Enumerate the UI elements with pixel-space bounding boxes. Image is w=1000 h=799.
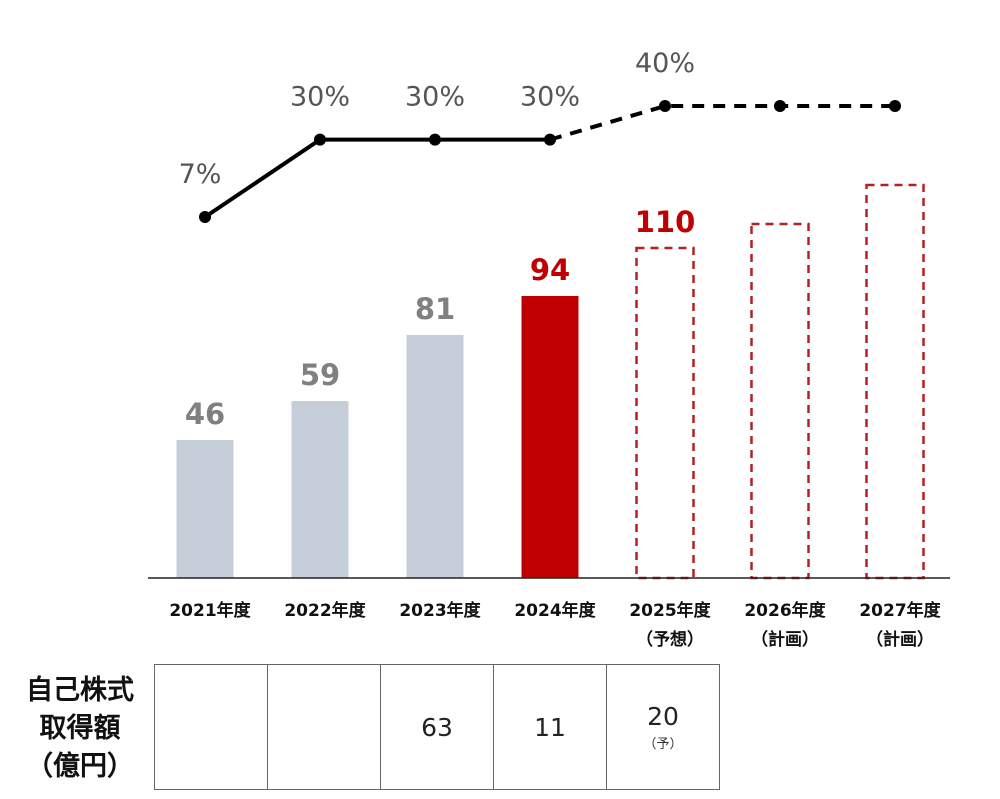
- bar-6: [865, 183, 925, 580]
- bar-2: [406, 335, 464, 578]
- payout-label-4: 40%: [635, 48, 695, 79]
- buyback-cell-note: （予）: [643, 737, 683, 752]
- category-sublabel-4: （予想）: [636, 629, 704, 650]
- buyback-title-line: 自己株式: [26, 675, 134, 706]
- category-label-4: 2025年度: [629, 600, 711, 621]
- category-label-3: 2024年度: [514, 600, 596, 621]
- table-row: 63 11 20 （予）: [154, 664, 720, 790]
- buyback-cell: [267, 664, 381, 790]
- category-labels: 2021年度 2022年度 2023年度 2024年度 2025年度 （予想） 2026年度…: [169, 600, 941, 650]
- payout-point-5: [774, 100, 786, 112]
- payout-line-actual: [203, 137, 550, 219]
- category-sublabel-6: （計画）: [866, 629, 934, 650]
- category-label-5: 2026年度: [744, 600, 826, 621]
- bar-1: [291, 401, 349, 578]
- bar-5: [750, 222, 810, 580]
- buyback-cell: [154, 664, 268, 790]
- payout-point-2: [429, 133, 441, 146]
- buyback-cell-value: 63: [421, 712, 453, 742]
- payout-point-1: [314, 133, 326, 146]
- bar-0: [176, 440, 234, 578]
- buyback-cell: 63: [380, 664, 494, 790]
- bars-layer: [176, 183, 925, 580]
- payout-point-6: [889, 100, 901, 112]
- payout-point-3: [544, 133, 556, 146]
- bar-3: [521, 296, 579, 578]
- payout-label-0: 7%: [179, 159, 222, 190]
- category-sublabel-5: （計画）: [751, 629, 819, 650]
- buyback-title-line: 取得額: [39, 713, 121, 744]
- payout-line-layer: [199, 100, 901, 223]
- labels-layer: 46 59 81 94 110 7% 30% 30% 30% 40%: [179, 48, 696, 431]
- category-label-2: 2023年度: [399, 600, 481, 621]
- bar-value-label-3: 94: [530, 253, 570, 287]
- category-label-1: 2022年度: [284, 600, 366, 621]
- bar-value-label-2: 81: [415, 292, 455, 326]
- buyback-title: 自己株式 取得額 （億円）: [10, 672, 150, 786]
- bar-4: [635, 246, 695, 580]
- category-label-0: 2021年度: [169, 600, 251, 621]
- bar-value-label-4: 110: [635, 205, 696, 239]
- payout-label-1: 30%: [290, 82, 350, 113]
- buyback-title-line: （億円）: [26, 751, 134, 782]
- payout-point-0: [199, 211, 211, 223]
- payout-label-2: 30%: [405, 82, 465, 113]
- buyback-table: 63 11 20 （予）: [154, 664, 720, 790]
- buyback-cell-value: 20: [647, 702, 679, 731]
- payout-point-4: [659, 100, 671, 112]
- buyback-cell: 20 （予）: [606, 664, 720, 790]
- payout-line-forecast: [549, 104, 895, 142]
- buyback-cell-value: 11: [534, 712, 566, 742]
- bar-value-label-1: 59: [300, 358, 340, 392]
- payout-label-3: 30%: [520, 82, 580, 113]
- buyback-cell: 11: [493, 664, 607, 790]
- category-label-6: 2027年度: [859, 600, 941, 621]
- bar-value-label-0: 46: [185, 397, 225, 431]
